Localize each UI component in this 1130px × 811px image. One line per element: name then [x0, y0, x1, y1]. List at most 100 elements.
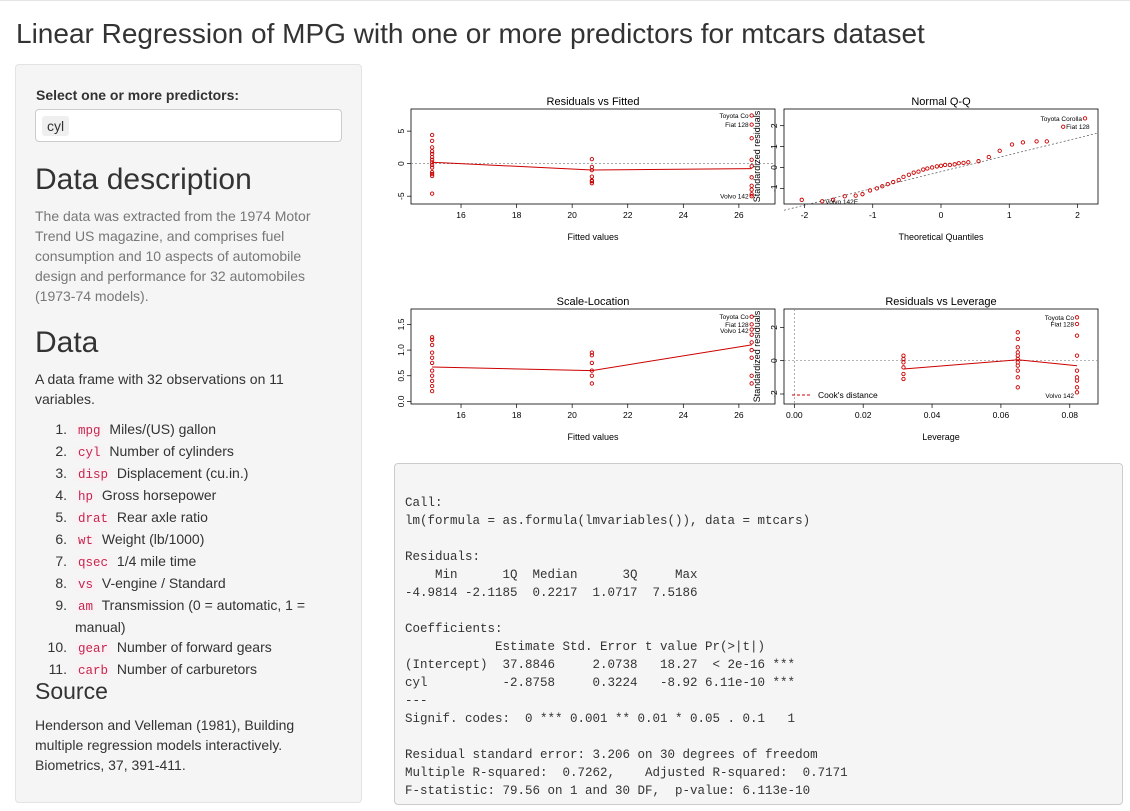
plot-title: Scale-Location — [557, 296, 630, 308]
variable-number: 4. — [55, 487, 67, 503]
data-point — [853, 193, 858, 198]
data-point — [1015, 385, 1020, 390]
point-label: Volvo 142 — [1045, 393, 1074, 400]
output-line — [405, 530, 1122, 548]
variable-number: 6. — [55, 531, 67, 547]
plot-normal-q-q: Normal Q-Q -2 -1 0 1 2 -1 0 1 2 Theoretical Quanti… — [752, 96, 1099, 242]
x-tick-label: -1 — [869, 210, 877, 220]
variable-item-mpg: 1. mpg Miles/(US) gallon — [35, 419, 325, 441]
selected-predictor-chip[interactable]: cyl — [42, 116, 70, 136]
point-label: Toyota Co — [1045, 315, 1075, 322]
data-point — [429, 149, 435, 154]
x-tick-label: 0.02 — [855, 410, 872, 420]
y-tick-label: -5 — [396, 192, 406, 200]
predictor-select-input[interactable]: cyl — [35, 109, 342, 142]
data-point — [1020, 140, 1026, 145]
point-label: Fiat 128 — [1050, 322, 1074, 329]
data-point — [934, 164, 940, 169]
data-point — [947, 162, 953, 168]
data-point — [976, 159, 981, 164]
variable-description: Weight (lb/1000) — [98, 531, 205, 547]
data-point — [929, 165, 935, 170]
variable-description: 1/4 mile time — [113, 553, 197, 569]
x-tick-label: 18 — [512, 410, 522, 420]
x-axis-label: Theoretical Quantiles — [898, 232, 984, 242]
data-point — [429, 138, 435, 144]
data-point — [429, 383, 435, 389]
data-point — [589, 181, 595, 186]
variable-item-drat: 5. drat Rear axle ratio — [35, 507, 325, 529]
data-point — [1044, 139, 1049, 144]
data-point — [1074, 390, 1080, 395]
data-point — [799, 197, 804, 202]
point-label: Volvo 142 — [720, 328, 749, 335]
y-tick-label: 1.0 — [396, 344, 406, 356]
x-tick-label: 18 — [512, 210, 522, 220]
x-tick-label: 22 — [623, 410, 633, 420]
y-tick-label: -2 — [769, 390, 779, 398]
output-line: Multiple R-squared: 0.7262, Adjusted R-s… — [405, 766, 856, 780]
data-point — [921, 167, 926, 172]
data-point — [1074, 385, 1080, 390]
y-tick-label: -1 — [769, 184, 779, 192]
data-point — [1074, 333, 1080, 338]
qq-reference-line — [783, 132, 1099, 211]
source-heading: Source — [35, 678, 108, 704]
data-point — [749, 340, 754, 345]
data-point — [749, 314, 754, 319]
x-tick-label: 2 — [1075, 210, 1080, 220]
y-tick-label: 0 — [769, 165, 779, 170]
output-line: (Intercept) 37.8846 2.0738 18.27 < 2e-16… — [405, 658, 796, 672]
x-tick-label: 0.00 — [786, 410, 803, 420]
data-point — [820, 199, 825, 204]
point-label: Toyota Corolla — [1040, 116, 1082, 123]
data-point — [1034, 139, 1039, 144]
data-point — [429, 169, 435, 175]
source-text: Henderson and Velleman (1981), Building … — [35, 717, 295, 773]
data-point — [1015, 345, 1020, 350]
point-label: Volvo 142E — [825, 199, 859, 206]
x-tick-label: 1 — [1007, 210, 1012, 220]
data-description-text: The data was extracted from the 1974 Mot… — [35, 208, 311, 304]
data-point — [997, 148, 1002, 153]
data-text: A data frame with 32 observations on 11 … — [35, 371, 284, 407]
data-point — [429, 191, 435, 196]
variable-description: Rear axle ratio — [113, 509, 208, 525]
plot-title: Residuals vs Fitted — [547, 96, 640, 108]
data-point — [901, 360, 906, 365]
variable-code: vs — [75, 578, 97, 592]
data-point — [589, 368, 595, 373]
data-point — [589, 381, 595, 386]
data-point — [429, 132, 435, 138]
x-tick-label: 16 — [456, 410, 466, 420]
data-point — [1074, 368, 1080, 373]
variable-item-am: 9. am Transmission (0 = automatic, 1 = ma… — [35, 595, 325, 637]
variable-description: Number of forward gears — [113, 639, 272, 655]
variable-number: 9. — [55, 597, 67, 613]
data-point — [749, 183, 754, 188]
data-point — [749, 164, 754, 169]
data-point — [589, 360, 595, 366]
output-line — [405, 728, 1122, 746]
variable-item-gear: 10. gear Number of forward gears — [35, 637, 325, 659]
output-line — [405, 602, 1122, 620]
data-point — [874, 186, 879, 191]
data-point — [911, 170, 916, 175]
data-point — [938, 163, 944, 168]
x-tick-label: 22 — [623, 210, 633, 220]
y-tick-label: 1.5 — [396, 318, 406, 330]
output-line: Residuals: — [405, 550, 481, 564]
plot-frame — [410, 108, 776, 205]
smoother-line — [432, 161, 752, 171]
plot-frame — [410, 308, 776, 405]
variable-code: am — [75, 600, 97, 614]
output-line: -4.9814 -2.1185 0.2217 1.0717 7.5186 — [405, 586, 706, 600]
data-point — [916, 169, 921, 174]
data-point — [429, 360, 435, 366]
data-point — [880, 184, 885, 189]
output-line: --- — [405, 694, 428, 708]
y-tick-label: 0.5 — [396, 370, 406, 382]
output-line: lm(formula = as.formula(lmvariables()), … — [405, 514, 811, 528]
data-point — [749, 192, 754, 197]
